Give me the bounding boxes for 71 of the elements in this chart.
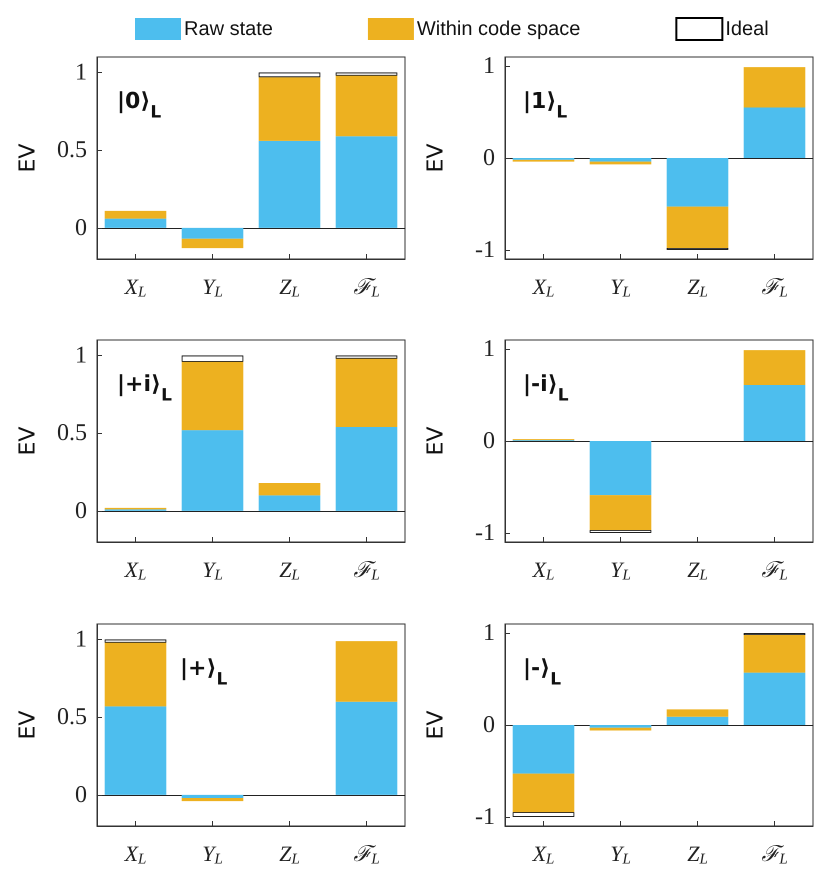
bar <box>666 158 728 207</box>
y-axis-title: EV <box>424 144 448 172</box>
bar <box>258 72 320 78</box>
bar <box>512 812 574 817</box>
bar <box>182 430 244 511</box>
bar <box>744 350 806 385</box>
bar <box>666 206 728 248</box>
bar <box>666 716 728 725</box>
bar <box>590 725 652 728</box>
bar <box>104 706 166 795</box>
bar <box>104 640 166 643</box>
bar <box>744 384 806 441</box>
y-tick-label: 0.5 <box>57 704 87 730</box>
bar <box>182 362 244 430</box>
y-tick-label: -1 <box>475 236 495 263</box>
bar <box>590 441 652 496</box>
y-axis-title: EV <box>16 426 40 456</box>
legend-label: Ideal <box>725 18 769 40</box>
y-axis-title: EV <box>16 144 40 172</box>
bar <box>336 72 398 76</box>
bar <box>258 495 320 511</box>
y-tick-label: 1 <box>75 626 87 653</box>
y-tick-label: 1 <box>75 60 87 86</box>
y-axis-title: EV <box>16 710 40 740</box>
bar <box>182 228 244 239</box>
y-tick-label: 0 <box>483 712 495 738</box>
bar <box>590 728 652 731</box>
bar <box>666 709 728 717</box>
bar <box>512 774 574 812</box>
y-tick-label: 1 <box>75 342 87 369</box>
y-tick-label: 0 <box>483 145 495 171</box>
bar <box>336 702 398 795</box>
bar <box>336 427 398 511</box>
bar <box>336 358 398 428</box>
bar <box>744 67 806 108</box>
bar <box>336 356 398 359</box>
bar <box>258 77 320 141</box>
bar <box>590 495 652 530</box>
y-tick-label: 0 <box>75 498 87 524</box>
bar <box>336 76 398 136</box>
y-tick-label: 0 <box>75 214 87 241</box>
bar <box>590 158 652 162</box>
y-tick-label: 0 <box>483 428 495 454</box>
y-tick-label: 0.5 <box>57 137 87 164</box>
y-tick-label: 1 <box>483 53 495 80</box>
bar <box>104 642 166 706</box>
bar <box>590 162 652 164</box>
y-tick-label: 0 <box>75 782 87 808</box>
bar <box>104 218 166 228</box>
bar <box>512 725 574 774</box>
y-axis-title: EV <box>424 426 448 456</box>
bar <box>258 140 320 228</box>
bar <box>104 210 166 219</box>
y-tick-label: 0.5 <box>57 420 87 446</box>
bar <box>336 641 398 702</box>
y-axis-title: EV <box>424 710 448 740</box>
bar <box>182 356 244 362</box>
bar <box>744 108 806 158</box>
bar <box>182 238 244 248</box>
bar <box>336 136 398 228</box>
bar <box>182 794 244 798</box>
y-tick-label: -1 <box>475 520 495 546</box>
bar <box>258 482 320 496</box>
y-tick-label: -1 <box>475 804 495 830</box>
bar <box>182 798 244 802</box>
y-tick-label: 1 <box>483 620 495 646</box>
y-tick-label: 1 <box>483 336 495 362</box>
legend-label: Within code space <box>416 18 580 40</box>
legend-label: Raw state <box>184 18 273 40</box>
bar <box>744 635 806 673</box>
bar <box>744 672 806 725</box>
